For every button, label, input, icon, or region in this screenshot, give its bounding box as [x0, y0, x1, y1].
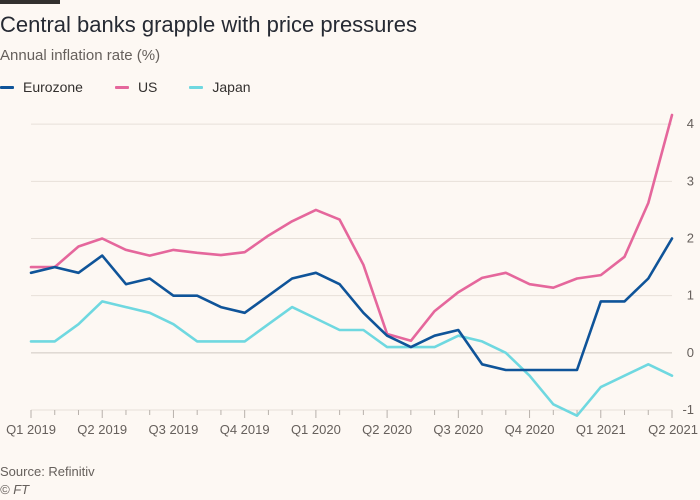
x-tick-label: Q3 2019 [149, 422, 199, 437]
legend-label-us: US [137, 79, 158, 95]
source-note: Source: Refinitiv [0, 464, 95, 479]
series-line-us [29, 113, 674, 343]
x-tick-label: Q1 2020 [291, 422, 341, 437]
x-tick-label: Q3 2020 [433, 422, 483, 437]
chart-subtitle: Annual inflation rate (%) [0, 47, 161, 64]
gridlines [31, 123, 672, 411]
series-line-japan [29, 300, 674, 418]
x-axis [30, 410, 673, 418]
line-chart: -1 0 1 2 3 4 Q1 2019 Q2 2019 Q3 2019 Q4 2019 Q1 20… [6, 113, 698, 437]
x-tick-label: Q2 2020 [362, 422, 412, 437]
legend-label-japan: Japan [212, 79, 251, 95]
legend-item-eurozone: Eurozone [0, 79, 83, 95]
legend-item-japan: Japan [189, 79, 251, 95]
legend-swatch-japan [189, 85, 204, 89]
x-tick-label: Q2 2019 [77, 422, 127, 437]
legend-swatch-eurozone [0, 85, 14, 89]
y-tick-label: 4 [687, 116, 694, 131]
y-tick-label: 1 [687, 288, 694, 303]
y-tick-label: 3 [687, 173, 694, 188]
x-tick-label: Q4 2019 [220, 422, 270, 437]
x-tick-label: Q2 2021 [648, 422, 698, 437]
y-tick-label: -1 [682, 402, 694, 417]
legend-swatch-us [114, 85, 129, 89]
header-accent-bar [0, 0, 60, 4]
chart-title: Central banks grapple with price pressur… [0, 12, 417, 37]
legend-label-eurozone: Eurozone [23, 79, 83, 95]
series-line-eurozone [29, 237, 674, 372]
y-tick-label: 0 [687, 345, 694, 360]
chart-legend: Eurozone US Japan [0, 77, 283, 97]
ft-credit: © FT [0, 482, 30, 497]
x-tick-label: Q1 2019 [6, 422, 56, 437]
x-tick-label: Q4 2020 [505, 422, 555, 437]
legend-item-us: US [114, 79, 158, 95]
x-tick-label: Q1 2021 [576, 422, 626, 437]
y-tick-label: 2 [687, 230, 694, 245]
